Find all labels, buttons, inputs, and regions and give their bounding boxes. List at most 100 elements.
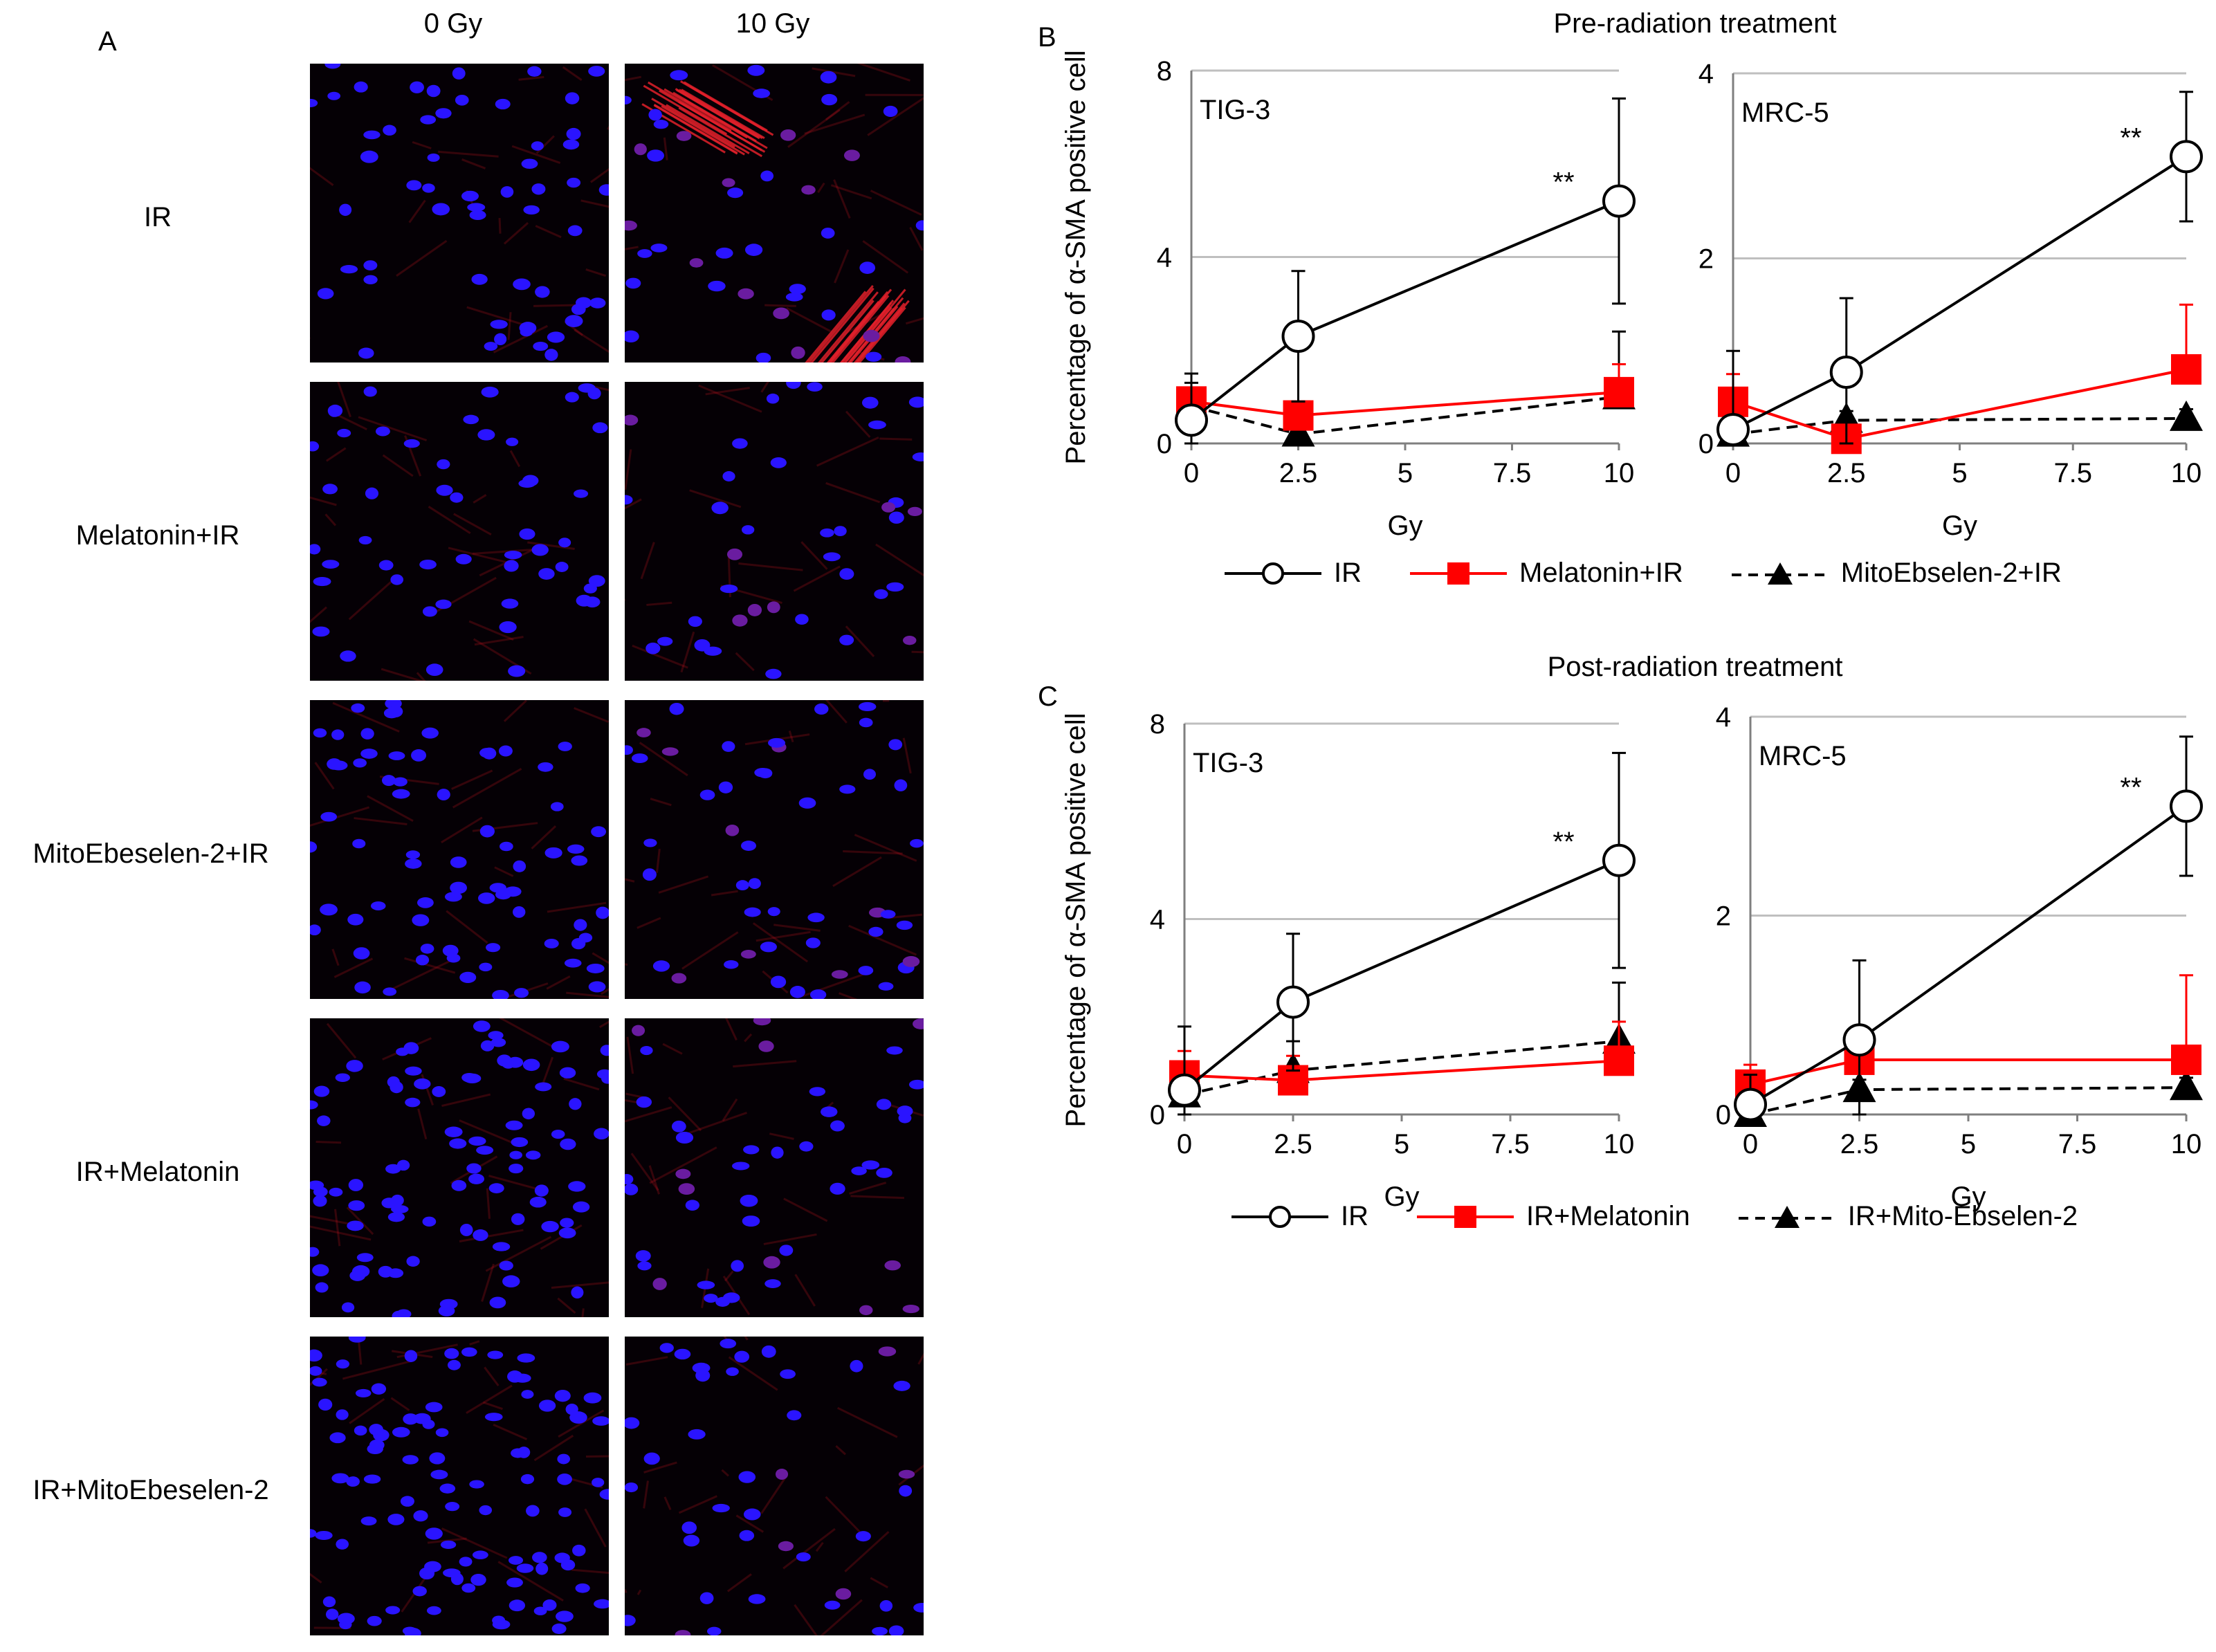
- series-ir-melatonin: [1735, 974, 2201, 1100]
- x-tick-label: 0: [1725, 458, 1741, 488]
- row-label-mitoebeselen-ir: MitoEbeselen-2+IR: [33, 838, 269, 869]
- legend-black-triangle-icon: [1731, 562, 1829, 585]
- row-label-ir-melatonin: IR+Melatonin: [75, 1157, 240, 1187]
- x-tick-label: 0: [1177, 1129, 1192, 1159]
- series-mitoebselen-2-ir: [1716, 400, 2203, 447]
- x-tick-label: 2.5: [1274, 1129, 1312, 1159]
- series-line: [1191, 395, 1620, 436]
- y-tick-label: 0: [1157, 429, 1172, 459]
- x-axis-label: Gy: [1950, 1182, 1986, 1212]
- data-point: [2171, 1044, 2201, 1075]
- y-axis-label: Percentage of α-SMA positive cell: [1061, 51, 1091, 465]
- x-tick-label: 2.5: [1827, 458, 1866, 488]
- post-radiation-title: Post-radiation treatment: [1547, 652, 1843, 682]
- column-header-0gy: 0 Gy: [423, 8, 483, 39]
- cell-line-label: TIG-3: [1193, 748, 1263, 778]
- series-ir: [1168, 751, 1636, 1116]
- micrograph-mitoebeselen-ir-10gy: [625, 700, 924, 999]
- series-line: [1183, 859, 1620, 1092]
- panel-c-label: C: [1038, 681, 1058, 712]
- x-tick-label: 5: [1961, 1129, 1976, 1159]
- data-point: [1283, 400, 1314, 431]
- chart-c-tig-3: 0 4 8 0 2.5 5 7.5 10 Gy Percentage of α-SMA posit…: [1061, 709, 1636, 1212]
- legend-b-mito-label: MitoEbselen-2+IR: [1840, 558, 2062, 588]
- legend-open-circle-icon: [1225, 562, 1321, 585]
- x-tick-label: 5: [1394, 1129, 1409, 1159]
- data-point: [2170, 140, 2203, 174]
- micrograph-mitoebeselen-ir-0gy: [310, 700, 609, 999]
- chart-c-mrc-5: 0 2 4 0 2.5 5 7.5 10 Gy MRC-5 **: [1716, 702, 2203, 1212]
- x-axis-label: Gy: [1942, 511, 1977, 541]
- data-point: [1602, 184, 1636, 218]
- y-tick-label: 8: [1157, 56, 1172, 86]
- y-tick-label: 4: [1150, 905, 1165, 935]
- cell-line-label: TIG-3: [1200, 95, 1270, 125]
- series-mitoebselen-2-ir: [1175, 330, 1636, 447]
- series-line: [1732, 155, 2188, 431]
- x-tick-label: 10: [1604, 458, 1635, 488]
- micrograph-ir-10gy: [625, 64, 924, 362]
- micrograph-ir-mitoebeselen-10gy: [625, 1337, 924, 1635]
- x-tick-label: 5: [1952, 458, 1967, 488]
- pre-radiation-title: Pre-radiation treatment: [1553, 8, 1837, 39]
- y-axis-label: Percentage of α-SMA positive cell: [1061, 713, 1091, 1128]
- micrograph-melatonin-ir-0gy: [310, 382, 609, 681]
- data-point: [1716, 412, 1750, 446]
- micrograph-ir-0gy: [310, 64, 609, 362]
- data-point: [2170, 789, 2203, 823]
- y-tick-label: 0: [1150, 1100, 1165, 1130]
- data-point: [1602, 843, 1636, 877]
- cell-line-label: MRC-5: [1741, 98, 1829, 128]
- micrograph-ir-melatonin-0gy: [310, 1018, 609, 1317]
- x-tick-label: 2.5: [1279, 458, 1318, 488]
- data-point: [1734, 1087, 1767, 1121]
- series-melatonin-ir: [1718, 303, 2201, 455]
- micrograph-ir-mitoebeselen-0gy: [310, 1337, 609, 1635]
- legend-c-ir: IR: [1231, 1201, 1368, 1232]
- data-point: [2171, 354, 2201, 385]
- data-point: [1829, 356, 1863, 389]
- x-tick-label: 10: [2171, 1129, 2202, 1159]
- legend-b-melatonin: Melatonin+IR: [1410, 558, 1683, 589]
- y-tick-label: 8: [1150, 709, 1165, 740]
- data-point: [2170, 400, 2203, 431]
- series-line: [1190, 199, 1620, 421]
- legend-b-ir-label: IR: [1334, 558, 1362, 588]
- data-point: [2170, 1070, 2203, 1101]
- row-label-ir: IR: [144, 202, 172, 232]
- legend-c-ir-label: IR: [1341, 1201, 1368, 1231]
- panel-a-label: A: [98, 26, 117, 57]
- significance-annotation: **: [2120, 772, 2141, 802]
- significance-annotation: **: [1553, 167, 1574, 198]
- x-tick-label: 2.5: [1840, 1129, 1879, 1159]
- legend-b-melatonin-label: Melatonin+IR: [1519, 558, 1683, 588]
- y-tick-label: 4: [1698, 59, 1714, 89]
- series-line: [1184, 1040, 1620, 1096]
- micrograph-melatonin-ir-10gy: [625, 382, 924, 681]
- x-tick-label: 0: [1743, 1129, 1758, 1159]
- column-header-10gy: 10 Gy: [735, 8, 810, 39]
- legend-c-mito-label: IR+Mito-Ebselen-2: [1847, 1201, 2078, 1231]
- data-point: [1281, 320, 1315, 354]
- x-tick-label: 7.5: [2058, 1129, 2097, 1159]
- legend-red-square-icon: [1410, 562, 1507, 585]
- significance-annotation: **: [1553, 827, 1574, 857]
- micrograph-ir-melatonin-10gy: [625, 1018, 924, 1317]
- data-point: [1281, 416, 1315, 447]
- legend-c-melatonin: IR+Melatonin: [1417, 1201, 1690, 1232]
- series-ir: [1175, 97, 1636, 445]
- data-point: [1168, 1073, 1201, 1107]
- data-point: [1604, 1045, 1634, 1076]
- x-tick-label: 10: [1604, 1129, 1635, 1159]
- y-tick-label: 0: [1716, 1100, 1731, 1130]
- y-tick-label: 4: [1716, 702, 1731, 733]
- series-ir: [1716, 91, 2203, 446]
- x-axis-label: Gy: [1387, 511, 1422, 541]
- series-line: [1750, 1058, 2186, 1086]
- series-ir-melatonin: [1169, 1020, 1634, 1096]
- data-point: [1175, 403, 1208, 437]
- legend-c-mito: IR+Mito-Ebselen-2: [1738, 1201, 2078, 1232]
- y-tick-label: 2: [1716, 901, 1731, 932]
- cell-line-label: MRC-5: [1759, 741, 1847, 771]
